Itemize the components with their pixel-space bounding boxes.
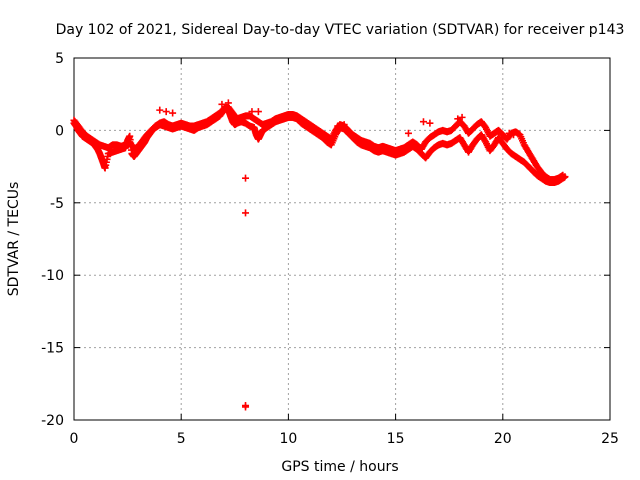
x-axis-label: GPS time / hours	[281, 459, 398, 475]
x-tick-label: 0	[70, 431, 79, 447]
data-point	[242, 174, 250, 182]
data-series	[70, 99, 569, 411]
data-point	[248, 108, 256, 116]
y-tick-labels: -20 -15 -10 -5 0 5	[41, 51, 64, 429]
x-tick-label: 10	[279, 431, 297, 447]
data-point	[162, 108, 170, 116]
data-point	[254, 108, 262, 116]
data-point	[340, 121, 348, 129]
y-tick-label: -20	[41, 413, 64, 429]
x-tick-label: 15	[387, 431, 405, 447]
y-tick-label: -10	[41, 268, 64, 284]
plot-frame	[73, 57, 611, 421]
data-point	[458, 113, 466, 121]
data-point	[454, 115, 462, 123]
series-trace-b	[70, 103, 567, 184]
axis-ticks	[73, 57, 611, 421]
y-tick-label: -5	[50, 196, 64, 212]
y-tick-label: 0	[55, 123, 64, 139]
data-point	[218, 100, 226, 108]
data-point	[224, 99, 232, 107]
x-tick-label: 25	[601, 431, 619, 447]
data-point	[169, 109, 177, 117]
data-point	[242, 209, 250, 217]
data-point	[404, 129, 412, 137]
y-axis-label: SDTVAR / TECUs	[6, 182, 22, 297]
data-point	[510, 131, 518, 139]
x-tick-label: 20	[494, 431, 512, 447]
y-tick-label: 5	[55, 51, 64, 67]
data-point	[505, 129, 513, 137]
series-trace-c	[156, 99, 518, 411]
x-tick-label: 5	[177, 431, 186, 447]
y-tick-label: -15	[41, 341, 64, 357]
grid-lines	[74, 58, 610, 420]
data-point	[426, 119, 434, 127]
data-point	[334, 122, 342, 130]
x-tick-labels: 0 5 10 15 20 25	[70, 431, 619, 447]
data-point	[156, 106, 164, 114]
chart-title: Day 102 of 2021, Sidereal Day-to-day VTE…	[56, 22, 625, 38]
series-trace-a	[70, 103, 569, 187]
data-point	[242, 403, 250, 411]
data-point	[419, 118, 427, 126]
data-point	[559, 171, 567, 179]
